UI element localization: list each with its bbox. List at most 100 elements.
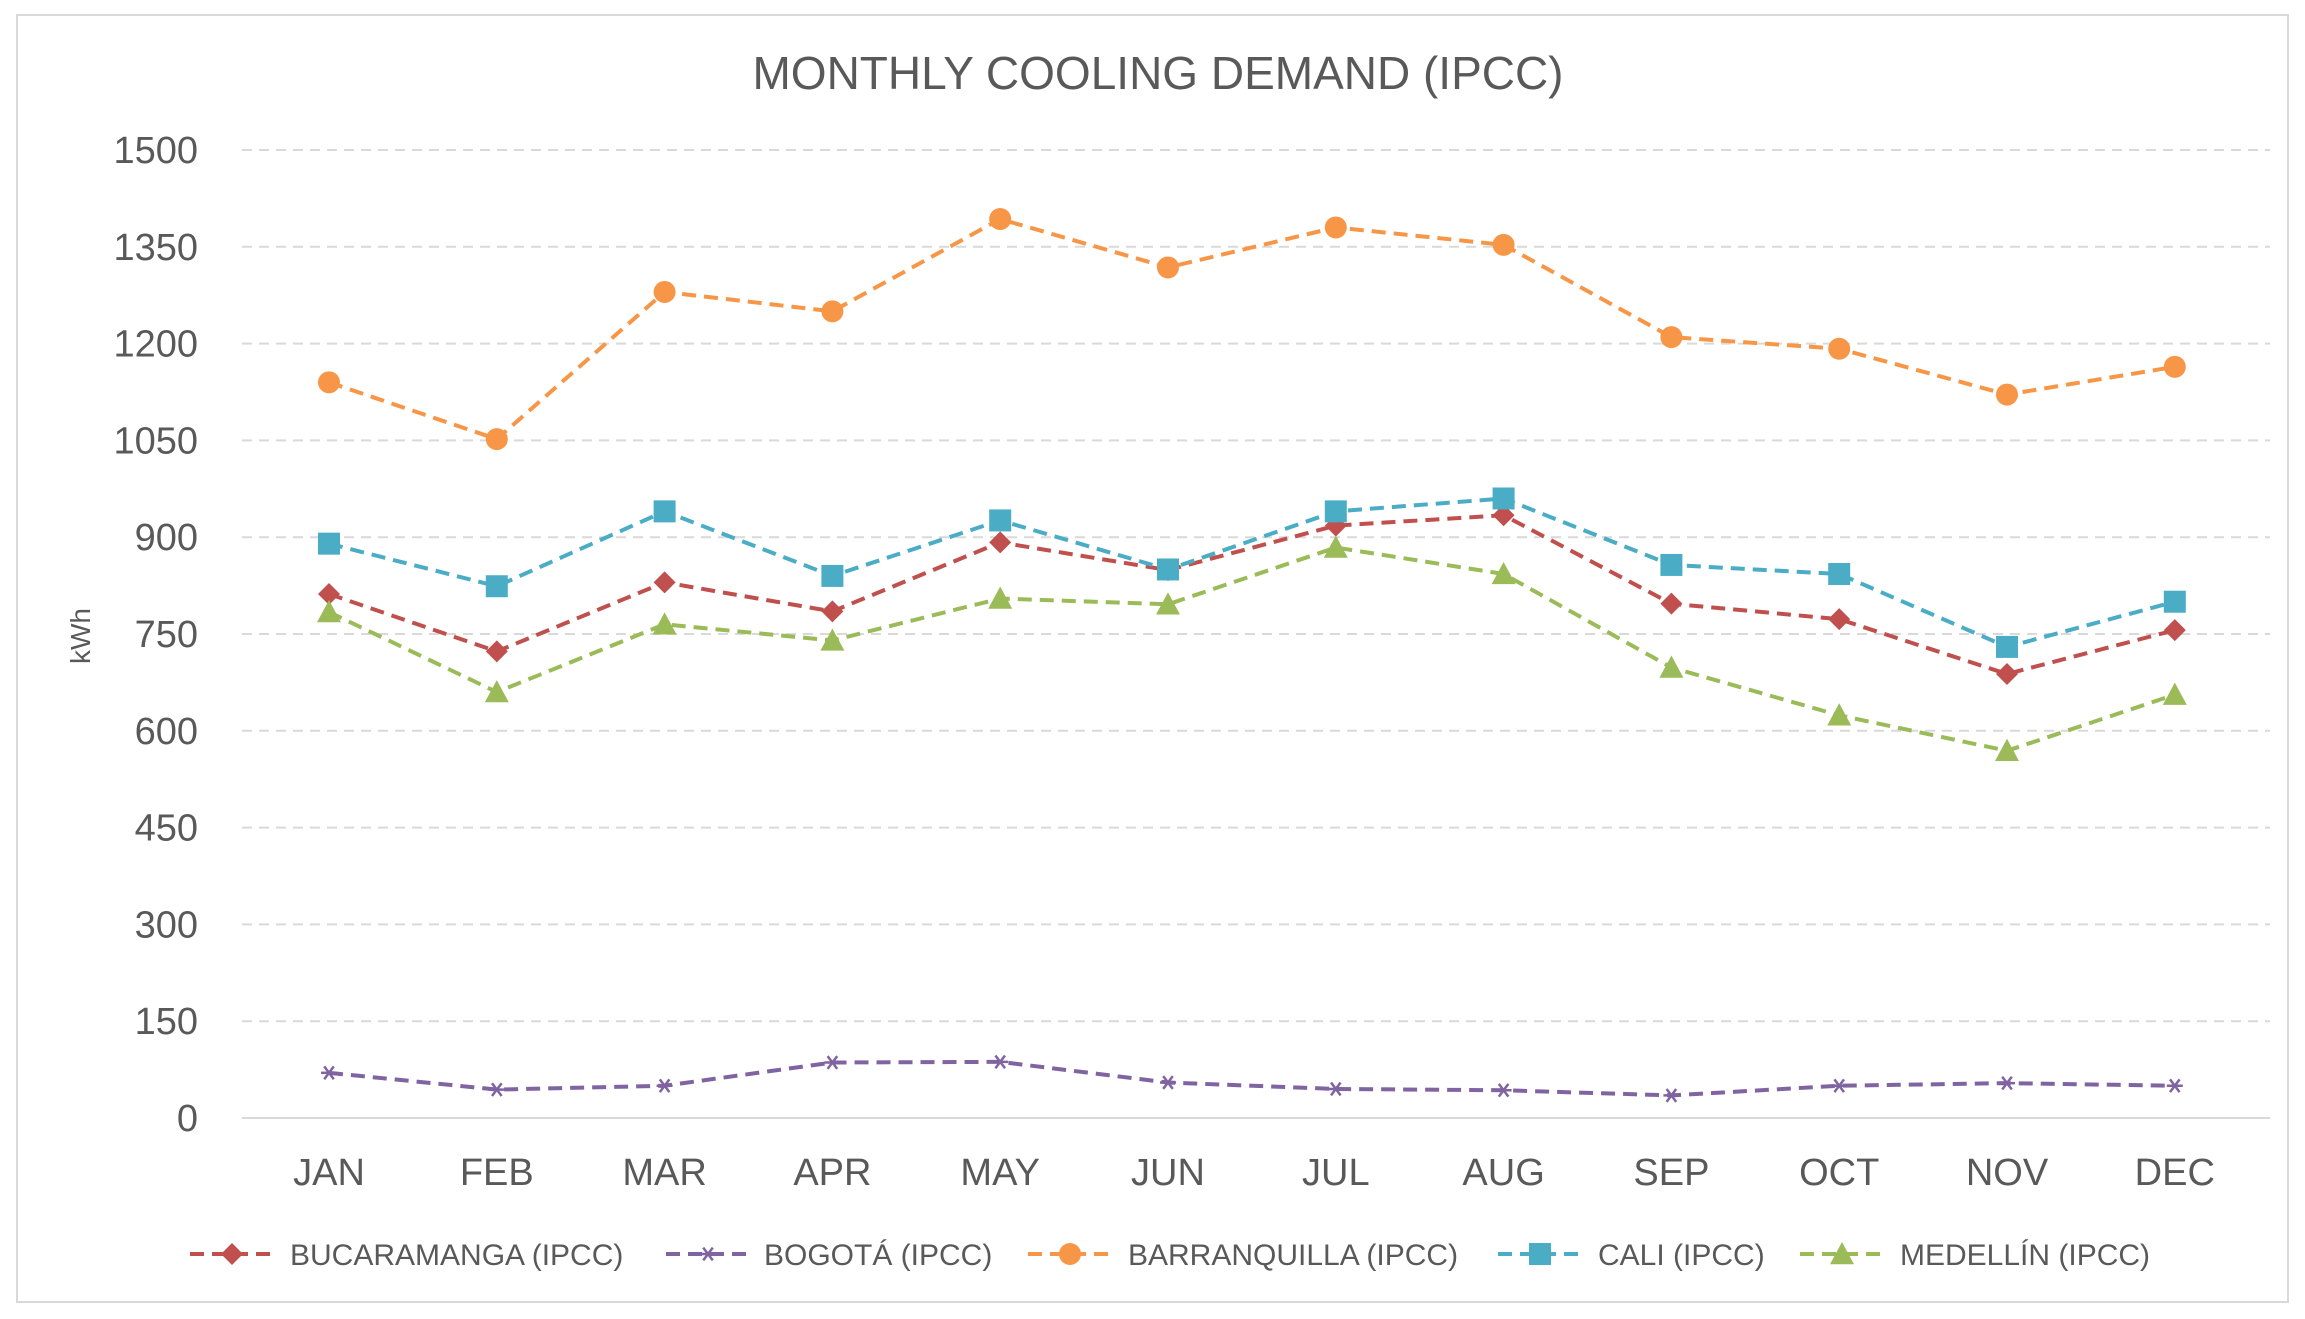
data-point <box>1828 562 1851 585</box>
data-point <box>989 531 1012 554</box>
x-tick-label: JAN <box>293 1152 365 1194</box>
x-tick-label: MAR <box>622 1152 706 1194</box>
legend-label: BOGOTÁ (IPCC) <box>764 1239 992 1272</box>
legend-marker <box>1059 1243 1081 1265</box>
y-tick-label: 1350 <box>113 227 198 269</box>
data-point <box>1827 703 1852 726</box>
data-point <box>1327 1081 1344 1097</box>
data-point <box>318 532 340 555</box>
legend-label: MEDELLÍN (IPCC) <box>1900 1239 2150 1272</box>
legend-item: BARRANQUILLA (IPCC) <box>1028 1239 1458 1272</box>
chart-title: MONTHLY COOLING DEMAND (IPCC) <box>752 47 1563 99</box>
data-point <box>321 1065 337 1080</box>
data-point <box>821 600 844 623</box>
y-tick-label: 600 <box>135 711 198 753</box>
data-point <box>485 640 508 663</box>
data-point <box>1995 738 2019 762</box>
data-point <box>1828 608 1851 631</box>
data-point <box>1831 1078 1848 1093</box>
data-point <box>1323 535 1348 558</box>
legend-item: BOGOTÁ (IPCC) <box>666 1239 992 1272</box>
data-point <box>2166 1078 2183 1093</box>
x-tick-label: JUN <box>1131 1152 1205 1194</box>
series-line <box>328 496 2176 649</box>
data-point <box>988 586 1013 609</box>
data-point <box>989 509 1012 532</box>
chart-canvas: MONTHLY COOLING DEMAND (IPCC) kWh 0 150 30… <box>65 47 2270 1272</box>
series-line <box>328 1059 2175 1098</box>
legend-marker <box>1529 1243 1551 1265</box>
data-point <box>653 500 676 523</box>
data-point <box>318 371 340 394</box>
x-tick-label: JUL <box>1302 1152 1370 1194</box>
x-tick-label: APR <box>793 1152 871 1194</box>
data-point <box>989 208 1012 231</box>
legend-item: CALI (IPCC) <box>1498 1239 1765 1272</box>
legend-label: BUCARAMANGA (IPCC) <box>290 1239 623 1272</box>
data-point <box>653 280 676 303</box>
x-tick-label: AUG <box>1462 1152 1544 1194</box>
data-point <box>1492 504 1515 527</box>
data-point <box>652 612 677 635</box>
legend-marker <box>700 1246 716 1262</box>
y-tick-label: 1200 <box>113 324 198 366</box>
series-group <box>317 208 2187 1103</box>
data-point <box>820 628 845 651</box>
data-point <box>1996 383 2018 406</box>
legend-label: BARRANQUILLA (IPCC) <box>1128 1239 1458 1272</box>
data-point <box>1495 1083 1512 1098</box>
data-point <box>318 582 340 605</box>
data-point <box>1157 256 1179 279</box>
data-point <box>1660 326 1683 349</box>
y-tick-label: 900 <box>135 517 198 559</box>
data-point <box>1828 337 1851 360</box>
data-point <box>1492 487 1515 510</box>
data-point <box>1156 592 1180 615</box>
data-point <box>656 1078 673 1093</box>
x-tick-label: DEC <box>2135 1152 2215 1194</box>
y-tick-label: 1500 <box>113 130 198 172</box>
data-point <box>821 300 844 323</box>
series-3 <box>318 487 2186 658</box>
x-tick-label: FEB <box>460 1152 534 1194</box>
x-tick-label: SEP <box>1633 1152 1709 1194</box>
x-tick-label: MAY <box>960 1152 1040 1194</box>
x-tick-label: OCT <box>1799 1152 1879 1194</box>
y-tick-label: 150 <box>135 1001 198 1043</box>
data-point <box>488 1082 505 1097</box>
data-point <box>1324 500 1347 523</box>
data-point <box>1492 233 1515 256</box>
data-point <box>2162 682 2187 705</box>
data-point <box>484 680 509 703</box>
legend-label: CALI (IPCC) <box>1598 1239 1765 1272</box>
data-point <box>1660 553 1683 576</box>
series-line <box>328 545 2176 753</box>
data-point <box>2163 590 2186 613</box>
data-point <box>1157 558 1179 581</box>
data-point <box>1660 592 1683 615</box>
legend-item: BUCARAMANGA (IPCC) <box>190 1239 623 1272</box>
data-point <box>824 1055 841 1070</box>
y-tick-label: 300 <box>135 904 198 946</box>
data-point <box>653 571 676 594</box>
y-tick-label: 0 <box>177 1098 198 1140</box>
y-tick-label: 750 <box>135 614 198 656</box>
data-point <box>2163 355 2186 378</box>
legend-marker <box>1830 1242 1854 1265</box>
data-point <box>485 575 508 598</box>
legend-item: MEDELLÍN (IPCC) <box>1800 1239 2150 1272</box>
data-point <box>992 1054 1009 1070</box>
legend: BUCARAMANGA (IPCC) BOGOTÁ (IPCC) BARRANQUI… <box>190 1239 2150 1272</box>
series-4 <box>317 535 2187 762</box>
y-tick-label: 1050 <box>113 420 198 462</box>
data-point <box>821 564 844 587</box>
data-point <box>317 600 341 623</box>
data-point <box>1324 514 1347 537</box>
data-point <box>1491 561 1516 585</box>
data-point <box>1160 1075 1176 1090</box>
series-line <box>328 217 2176 442</box>
axes: 0 150 300 450 600 750 900 1050 1200 1350 1500 JAN FE… <box>113 130 2270 1194</box>
chart-frame: MONTHLY COOLING DEMAND (IPCC) kWh 0 150 30… <box>16 14 2289 1303</box>
series-line <box>328 513 2176 677</box>
data-point <box>1996 663 2018 686</box>
